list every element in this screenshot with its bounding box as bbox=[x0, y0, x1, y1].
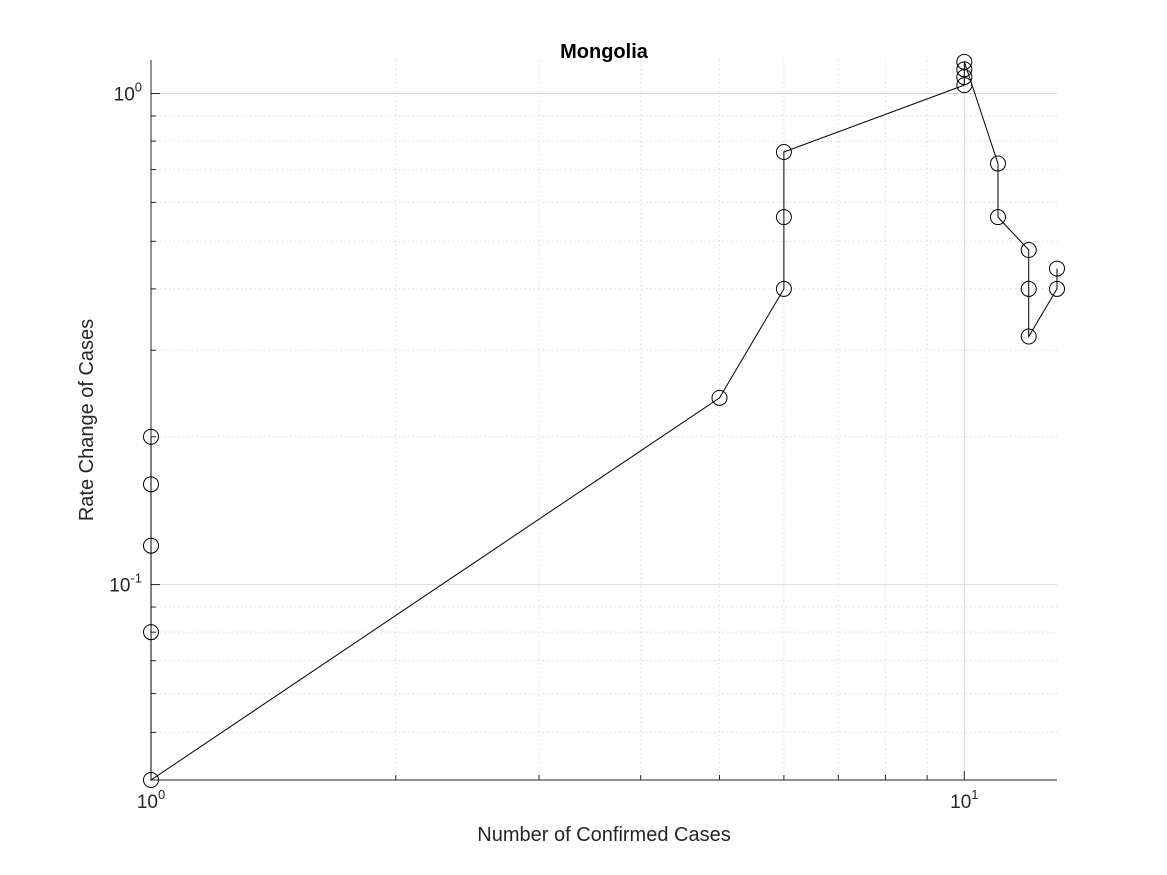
data-point-marker bbox=[1020, 280, 1037, 297]
data-point-marker bbox=[989, 155, 1006, 172]
data-point-marker bbox=[775, 280, 792, 297]
axes bbox=[150, 60, 1057, 781]
x-tick-label: 101 bbox=[950, 787, 978, 813]
data-point-marker bbox=[711, 389, 728, 406]
y-axis-label: Rate Change of Cases bbox=[76, 319, 98, 521]
data-point-marker bbox=[1049, 260, 1065, 277]
data-point-marker bbox=[989, 209, 1006, 226]
data-point-marker bbox=[956, 77, 973, 94]
data-point-marker bbox=[1049, 280, 1065, 297]
data-point-marker bbox=[775, 144, 792, 161]
ticks: 100 101 10-1 100 bbox=[109, 79, 978, 813]
data-point-marker bbox=[143, 624, 159, 641]
series-line bbox=[150, 61, 1058, 781]
grid bbox=[151, 60, 1057, 780]
data-point-marker bbox=[143, 428, 159, 445]
x-tick-label: 100 bbox=[137, 787, 165, 813]
data-point-marker bbox=[1020, 242, 1037, 259]
data-series bbox=[143, 53, 1065, 788]
data-point-marker bbox=[143, 537, 159, 554]
data-point-marker bbox=[143, 476, 159, 493]
chart-title: Mongolia bbox=[560, 41, 649, 63]
data-point-marker bbox=[143, 772, 159, 788]
data-point-marker bbox=[775, 209, 792, 226]
y-tick-label: 100 bbox=[114, 79, 142, 105]
data-point-marker bbox=[956, 61, 973, 78]
data-point-marker bbox=[956, 53, 973, 70]
x-axis-label: Number of Confirmed Cases bbox=[477, 824, 730, 846]
y-tick-label: 10-1 bbox=[109, 571, 142, 597]
data-point-marker bbox=[1020, 328, 1037, 345]
